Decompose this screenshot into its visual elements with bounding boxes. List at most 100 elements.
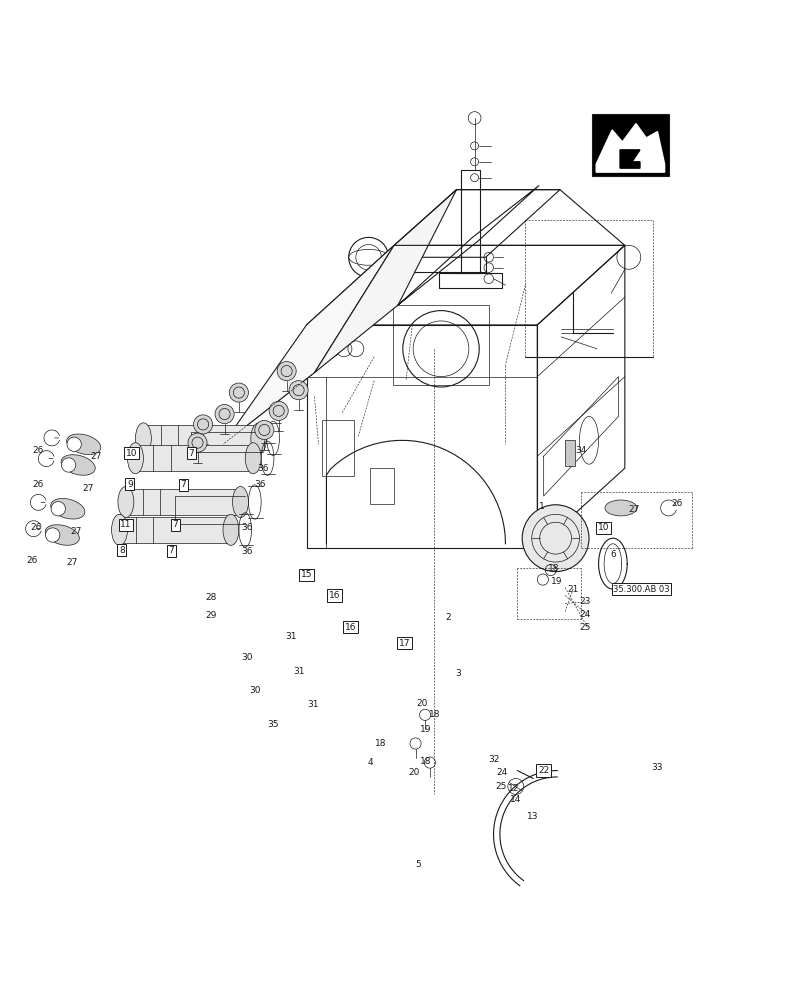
- Circle shape: [45, 528, 60, 542]
- Text: 18: 18: [419, 757, 431, 766]
- Text: 27: 27: [66, 558, 77, 567]
- Text: 22: 22: [538, 766, 548, 775]
- Bar: [144, 425, 259, 451]
- Text: 36: 36: [241, 547, 252, 556]
- Text: 20: 20: [408, 768, 419, 777]
- Text: 3: 3: [454, 669, 460, 678]
- Text: 9: 9: [127, 480, 132, 489]
- Text: 18: 18: [375, 739, 386, 748]
- Text: 24: 24: [496, 768, 507, 777]
- Ellipse shape: [251, 423, 266, 454]
- Text: 23: 23: [578, 597, 590, 606]
- Text: 6: 6: [609, 550, 615, 559]
- Text: 32: 32: [487, 755, 499, 764]
- Text: 16: 16: [328, 591, 340, 600]
- Text: 7: 7: [172, 520, 178, 529]
- Text: 1: 1: [539, 502, 544, 511]
- Text: 13: 13: [526, 812, 538, 821]
- Text: 26: 26: [32, 446, 44, 455]
- Bar: [135, 445, 253, 471]
- Bar: [393, 305, 488, 385]
- Text: 21: 21: [567, 585, 578, 594]
- Ellipse shape: [50, 498, 85, 519]
- Ellipse shape: [118, 486, 134, 518]
- Circle shape: [62, 458, 75, 472]
- Circle shape: [289, 381, 307, 400]
- Text: 7: 7: [168, 546, 174, 555]
- Text: 29: 29: [205, 611, 217, 620]
- Polygon shape: [595, 124, 663, 172]
- Text: 35.300.AB 03: 35.300.AB 03: [612, 585, 669, 594]
- Text: 35: 35: [267, 720, 278, 729]
- Circle shape: [268, 401, 288, 420]
- Text: 33: 33: [651, 763, 663, 772]
- Text: 26: 26: [30, 523, 41, 532]
- Text: 31: 31: [293, 667, 304, 676]
- Polygon shape: [314, 190, 456, 373]
- Circle shape: [187, 433, 207, 452]
- Text: 10: 10: [126, 449, 137, 458]
- Circle shape: [255, 420, 273, 440]
- Text: 7: 7: [188, 449, 194, 458]
- Text: 18: 18: [547, 564, 558, 573]
- Ellipse shape: [135, 423, 151, 454]
- Text: 8: 8: [119, 546, 125, 555]
- Text: 34: 34: [575, 446, 586, 455]
- Text: 14: 14: [509, 795, 521, 804]
- Ellipse shape: [245, 443, 261, 474]
- Circle shape: [67, 437, 81, 451]
- Ellipse shape: [45, 525, 79, 545]
- Text: 30: 30: [249, 686, 260, 695]
- Ellipse shape: [223, 514, 238, 545]
- Text: 26: 26: [32, 480, 44, 489]
- Circle shape: [521, 505, 588, 572]
- Text: 12: 12: [507, 784, 518, 793]
- Text: 31: 31: [307, 700, 318, 709]
- Text: 36: 36: [257, 464, 268, 473]
- Text: 18: 18: [428, 710, 440, 719]
- Text: 26: 26: [670, 499, 681, 508]
- Text: 16: 16: [344, 623, 355, 632]
- Text: 7: 7: [180, 480, 186, 489]
- Ellipse shape: [67, 434, 101, 455]
- Text: 31: 31: [285, 632, 296, 641]
- Text: 20: 20: [416, 699, 427, 708]
- Text: 36: 36: [241, 523, 252, 532]
- Text: 19: 19: [419, 725, 431, 734]
- Text: 11: 11: [120, 520, 131, 529]
- Text: 36: 36: [255, 480, 266, 489]
- Text: 17: 17: [398, 639, 410, 648]
- Bar: [322, 420, 354, 476]
- Circle shape: [215, 405, 234, 424]
- Polygon shape: [620, 150, 639, 168]
- Bar: [126, 489, 240, 515]
- Bar: [438, 273, 502, 288]
- Text: 27: 27: [627, 505, 638, 514]
- Text: 2: 2: [444, 613, 450, 622]
- Text: 27: 27: [70, 527, 81, 536]
- Text: 10: 10: [597, 523, 608, 532]
- Bar: [564, 440, 574, 466]
- Circle shape: [277, 362, 296, 381]
- Ellipse shape: [127, 443, 144, 474]
- Polygon shape: [223, 245, 393, 444]
- Text: 27: 27: [82, 484, 93, 493]
- Text: 30: 30: [241, 653, 252, 662]
- Text: 27: 27: [90, 452, 101, 461]
- Bar: [370, 468, 393, 504]
- Text: 19: 19: [551, 577, 562, 586]
- Ellipse shape: [111, 514, 127, 545]
- Ellipse shape: [232, 486, 248, 518]
- Text: 25: 25: [496, 782, 507, 791]
- Circle shape: [229, 383, 248, 402]
- Ellipse shape: [604, 500, 636, 516]
- Circle shape: [193, 415, 212, 434]
- Text: 28: 28: [205, 593, 217, 602]
- Bar: [591, 114, 667, 176]
- Ellipse shape: [61, 455, 95, 475]
- Bar: [119, 517, 230, 543]
- Text: 4: 4: [367, 758, 372, 767]
- Text: 25: 25: [578, 623, 590, 632]
- Text: 26: 26: [26, 556, 37, 565]
- Text: 15: 15: [300, 570, 312, 579]
